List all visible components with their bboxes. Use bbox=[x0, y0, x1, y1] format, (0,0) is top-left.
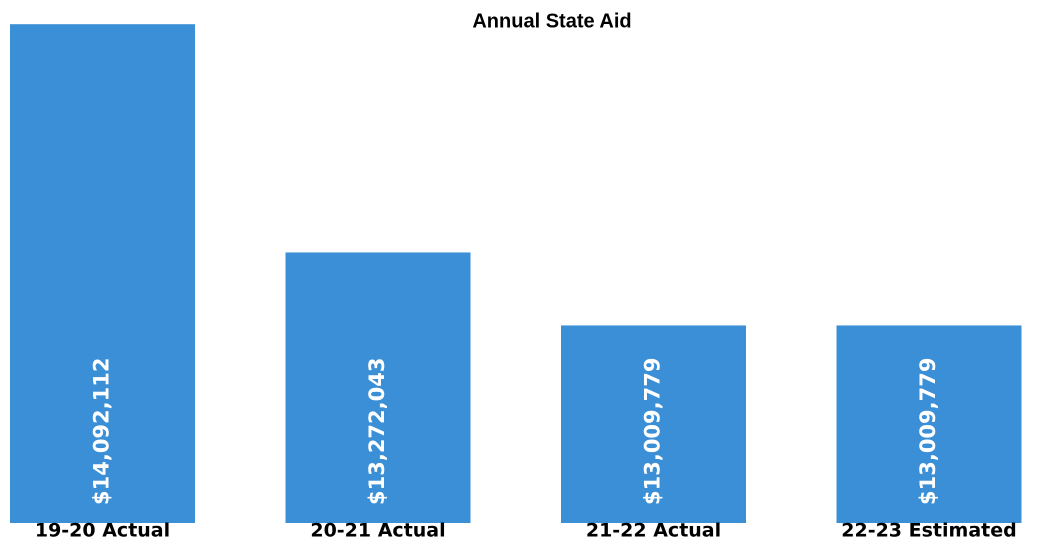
chart-title: Annual State Aid bbox=[472, 10, 631, 32]
bar bbox=[836, 325, 1022, 523]
x-tick-label: 22-23 Estimated bbox=[841, 520, 1016, 542]
x-tick-label: 19-20 Actual bbox=[35, 520, 170, 542]
bar bbox=[561, 325, 746, 523]
data-label: $13,009,779 bbox=[916, 358, 940, 505]
x-tick-label: 21-22 Actual bbox=[586, 520, 721, 542]
x-tick-label: 20-21 Actual bbox=[310, 520, 445, 542]
data-label: $13,272,043 bbox=[365, 358, 389, 505]
data-label: $13,009,779 bbox=[641, 358, 665, 505]
bar bbox=[10, 24, 195, 523]
data-label: $14,092,112 bbox=[90, 358, 114, 505]
bar bbox=[285, 252, 471, 523]
